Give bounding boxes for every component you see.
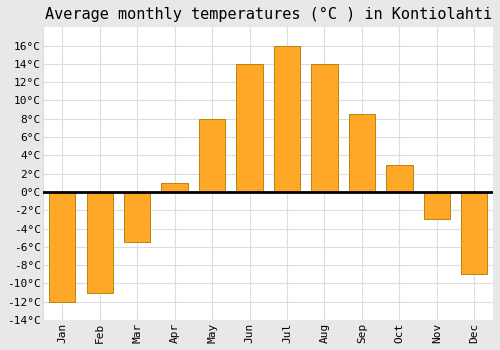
Bar xyxy=(49,192,76,302)
Bar xyxy=(199,119,225,192)
Bar xyxy=(461,192,487,274)
Bar xyxy=(274,46,300,192)
Bar xyxy=(312,64,338,192)
Bar xyxy=(236,64,262,192)
Bar xyxy=(162,183,188,192)
Bar xyxy=(86,192,113,293)
Bar xyxy=(386,164,412,192)
Bar xyxy=(124,192,150,242)
Bar xyxy=(349,114,375,192)
Bar xyxy=(424,192,450,219)
Title: Average monthly temperatures (°C ) in Kontiolahti: Average monthly temperatures (°C ) in Ko… xyxy=(44,7,492,22)
